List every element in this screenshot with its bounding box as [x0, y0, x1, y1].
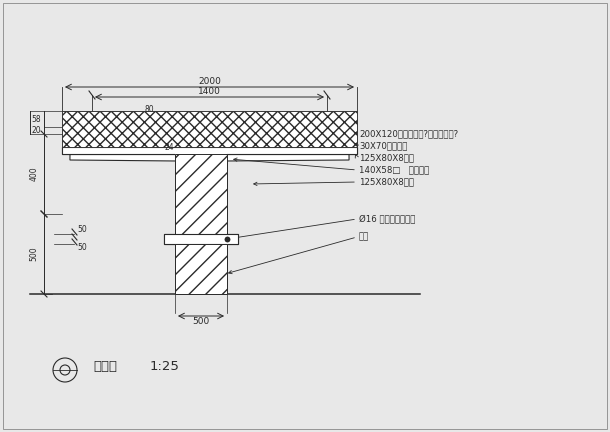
Bar — [62, 147, 357, 154]
Text: 2000: 2000 — [198, 77, 221, 86]
Bar — [175, 154, 227, 234]
Text: 125X80X8槽锂: 125X80X8槽锂 — [359, 178, 414, 187]
Text: 20: 20 — [31, 126, 41, 135]
Text: 80: 80 — [144, 105, 154, 114]
Text: 58: 58 — [31, 114, 41, 124]
Text: 200X120冷云杉木方?作防腐处理?: 200X120冷云杉木方?作防腐处理? — [359, 130, 458, 139]
Text: 1:25: 1:25 — [150, 360, 180, 374]
Polygon shape — [225, 146, 349, 161]
Bar — [175, 154, 227, 234]
Text: 剑面图: 剑面图 — [93, 360, 117, 374]
Text: 1400: 1400 — [198, 88, 221, 96]
Bar — [164, 234, 238, 244]
Bar — [62, 111, 357, 147]
Bar — [175, 244, 227, 294]
Text: 500: 500 — [192, 318, 210, 327]
Text: 24: 24 — [164, 143, 174, 152]
Polygon shape — [70, 146, 177, 161]
Text: 400: 400 — [29, 167, 38, 181]
Bar — [175, 244, 227, 294]
Text: 池壁: 池壁 — [359, 232, 369, 241]
Bar — [164, 234, 238, 244]
Text: 30X70木板收边: 30X70木板收边 — [359, 142, 407, 150]
Bar — [62, 111, 357, 147]
Text: 50: 50 — [77, 244, 87, 252]
Bar — [62, 147, 357, 154]
Text: Ø16 膨胀锦钗标固定: Ø16 膨胀锦钗标固定 — [359, 215, 415, 223]
Bar — [175, 152, 227, 156]
Text: 500: 500 — [29, 247, 38, 261]
Text: 125X80X8角锂: 125X80X8角锂 — [359, 153, 414, 162]
Text: 140X58□   槽锂反扣: 140X58□ 槽锂反扣 — [359, 165, 429, 175]
Text: 50: 50 — [77, 226, 87, 235]
